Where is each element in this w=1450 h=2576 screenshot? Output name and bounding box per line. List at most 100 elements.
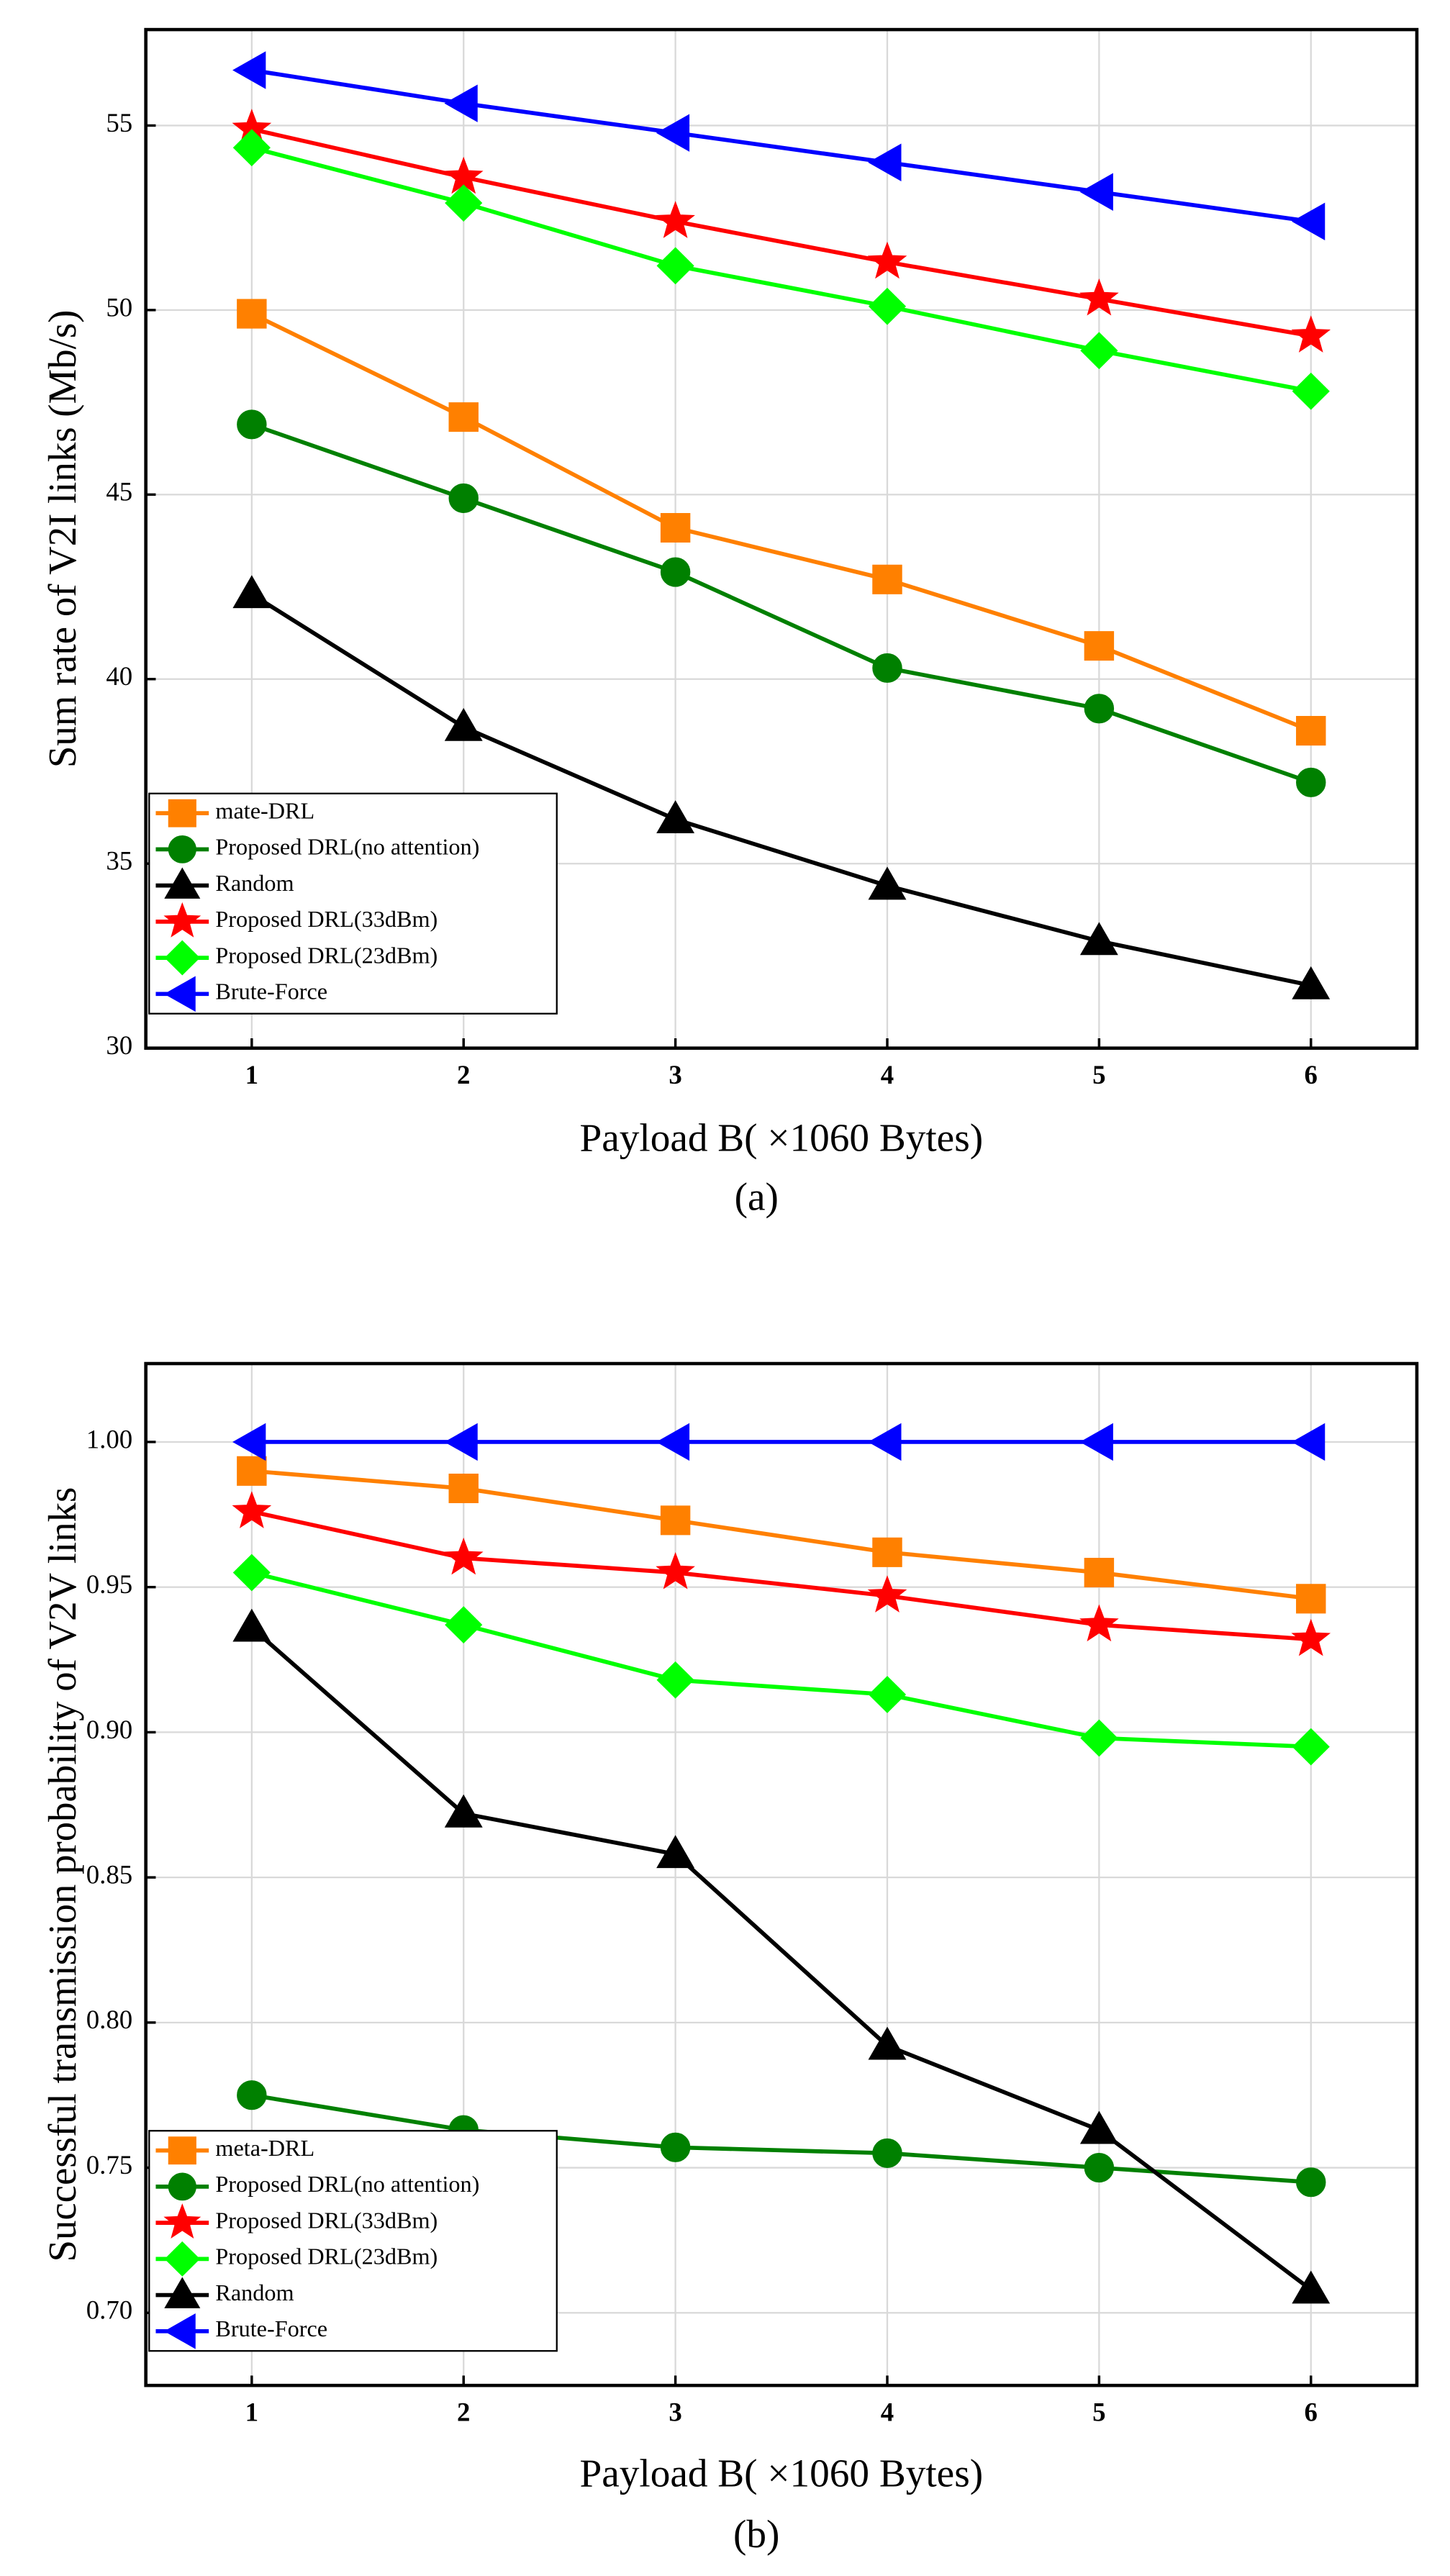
legend-label: Proposed DRL(23dBm) <box>215 943 438 969</box>
legend-label: Proposed DRL(23dBm) <box>215 2244 438 2269</box>
legend-label: Brute-Force <box>215 979 327 1004</box>
marker <box>1080 1719 1118 1757</box>
marker <box>1291 1618 1331 1656</box>
marker <box>1291 1423 1326 1461</box>
x-tick-label: 4 <box>881 1060 894 1089</box>
y-tick-label: 55 <box>106 108 132 137</box>
legend-label: Random <box>215 870 294 896</box>
marker <box>867 241 907 279</box>
y-tick-label: 50 <box>106 292 132 322</box>
marker <box>1084 1557 1115 1588</box>
legend-label: Proposed DRL(no attention) <box>215 834 479 860</box>
marker <box>867 1575 907 1613</box>
marker <box>444 84 478 122</box>
marker <box>868 2026 907 2060</box>
x-tick-label: 5 <box>1092 2398 1105 2427</box>
y-tick-label: 0.85 <box>86 1860 132 1890</box>
legend: mate-DRL Proposed DRL(no attention) Random… <box>148 792 558 1015</box>
caption: (a) <box>735 1175 779 1219</box>
legend-marker <box>168 2172 196 2201</box>
x-tick-label: 3 <box>669 2398 681 2427</box>
marker <box>445 1606 483 1643</box>
marker <box>1084 631 1115 661</box>
marker <box>872 564 902 594</box>
marker <box>1296 1584 1326 1614</box>
marker <box>232 1608 271 1642</box>
legend-marker <box>164 2277 201 2308</box>
marker <box>660 512 691 543</box>
chart: 0.70 0.75 0.80 0.85 0.90 0.95 1.00 1 2 3 4 5 6 meta-D… <box>40 1361 1419 2556</box>
marker <box>237 1456 267 1486</box>
marker <box>448 402 479 432</box>
marker <box>443 1537 484 1575</box>
marker <box>868 1676 907 1713</box>
marker <box>444 707 483 741</box>
series-line <box>250 1626 1313 2292</box>
y-tick-label: 40 <box>106 661 132 691</box>
marker <box>656 800 695 834</box>
marker <box>237 299 267 329</box>
x-tick-label: 5 <box>1092 1060 1105 1089</box>
legend-marker <box>164 940 200 976</box>
marker <box>872 653 902 683</box>
marker <box>1296 2167 1326 2198</box>
legend-marker <box>164 2241 200 2277</box>
legend-marker <box>163 2203 201 2239</box>
x-tick-label: 3 <box>669 1060 681 1089</box>
marker <box>656 1423 690 1461</box>
y-tick-label: 30 <box>106 1030 132 1060</box>
marker <box>872 2138 902 2168</box>
marker <box>1079 1604 1119 1642</box>
x-tick-label: 4 <box>881 2398 894 2427</box>
y-tick-label: 0.70 <box>86 2295 132 2325</box>
y-axis-label: Successful transmission probability of V… <box>40 1487 84 2262</box>
caption: (b) <box>733 2512 779 2556</box>
marker <box>872 1537 902 1567</box>
marker <box>232 1423 266 1461</box>
series-line <box>251 68 1312 224</box>
marker <box>1079 2110 1118 2144</box>
legend-marker <box>168 2136 196 2165</box>
x-axis-label: Payload B( ×1060 Bytes) <box>579 2452 983 2495</box>
marker <box>1079 1423 1113 1461</box>
y-tick-label: 0.75 <box>86 2150 132 2180</box>
y-axis-label: Sum rate of V2I links (Mb/s) <box>40 310 84 768</box>
plot-frame <box>144 1361 1419 2387</box>
marker <box>232 1491 272 1528</box>
legend-marker <box>163 2313 196 2349</box>
legend-label: Proposed DRL(33dBm) <box>215 906 438 932</box>
series-line <box>250 592 1312 988</box>
legend-label: Proposed DRL(33dBm) <box>215 2208 438 2233</box>
legend-label: meta-DRL <box>215 2135 314 2161</box>
series-line <box>250 312 1312 733</box>
marker <box>1296 767 1326 797</box>
series-line <box>251 2092 1311 2185</box>
x-tick-label: 1 <box>245 1060 258 1089</box>
y-tick-label: 45 <box>106 477 132 507</box>
x-axis-label: Payload B( ×1060 Bytes) <box>579 1116 983 1160</box>
x-tick-label: 2 <box>457 1060 470 1089</box>
marker <box>1292 372 1330 410</box>
marker <box>656 1661 694 1699</box>
marker <box>656 247 694 285</box>
marker <box>868 866 907 900</box>
x-tick-label: 1 <box>245 2398 258 2427</box>
marker <box>1079 173 1113 211</box>
legend-label: mate-DRL <box>215 798 314 824</box>
legend-marker <box>163 902 201 938</box>
marker <box>232 575 271 609</box>
x-tick-label: 6 <box>1305 1060 1318 1089</box>
marker <box>1079 278 1119 316</box>
marker <box>444 1423 478 1461</box>
marker <box>1084 694 1115 724</box>
marker <box>1080 332 1118 370</box>
marker <box>656 1835 695 1869</box>
marker <box>444 1794 483 1828</box>
marker <box>232 1554 271 1592</box>
marker <box>868 287 907 325</box>
marker <box>232 129 271 167</box>
marker <box>445 184 483 222</box>
series-line <box>250 422 1312 785</box>
series-line <box>251 1469 1312 1601</box>
